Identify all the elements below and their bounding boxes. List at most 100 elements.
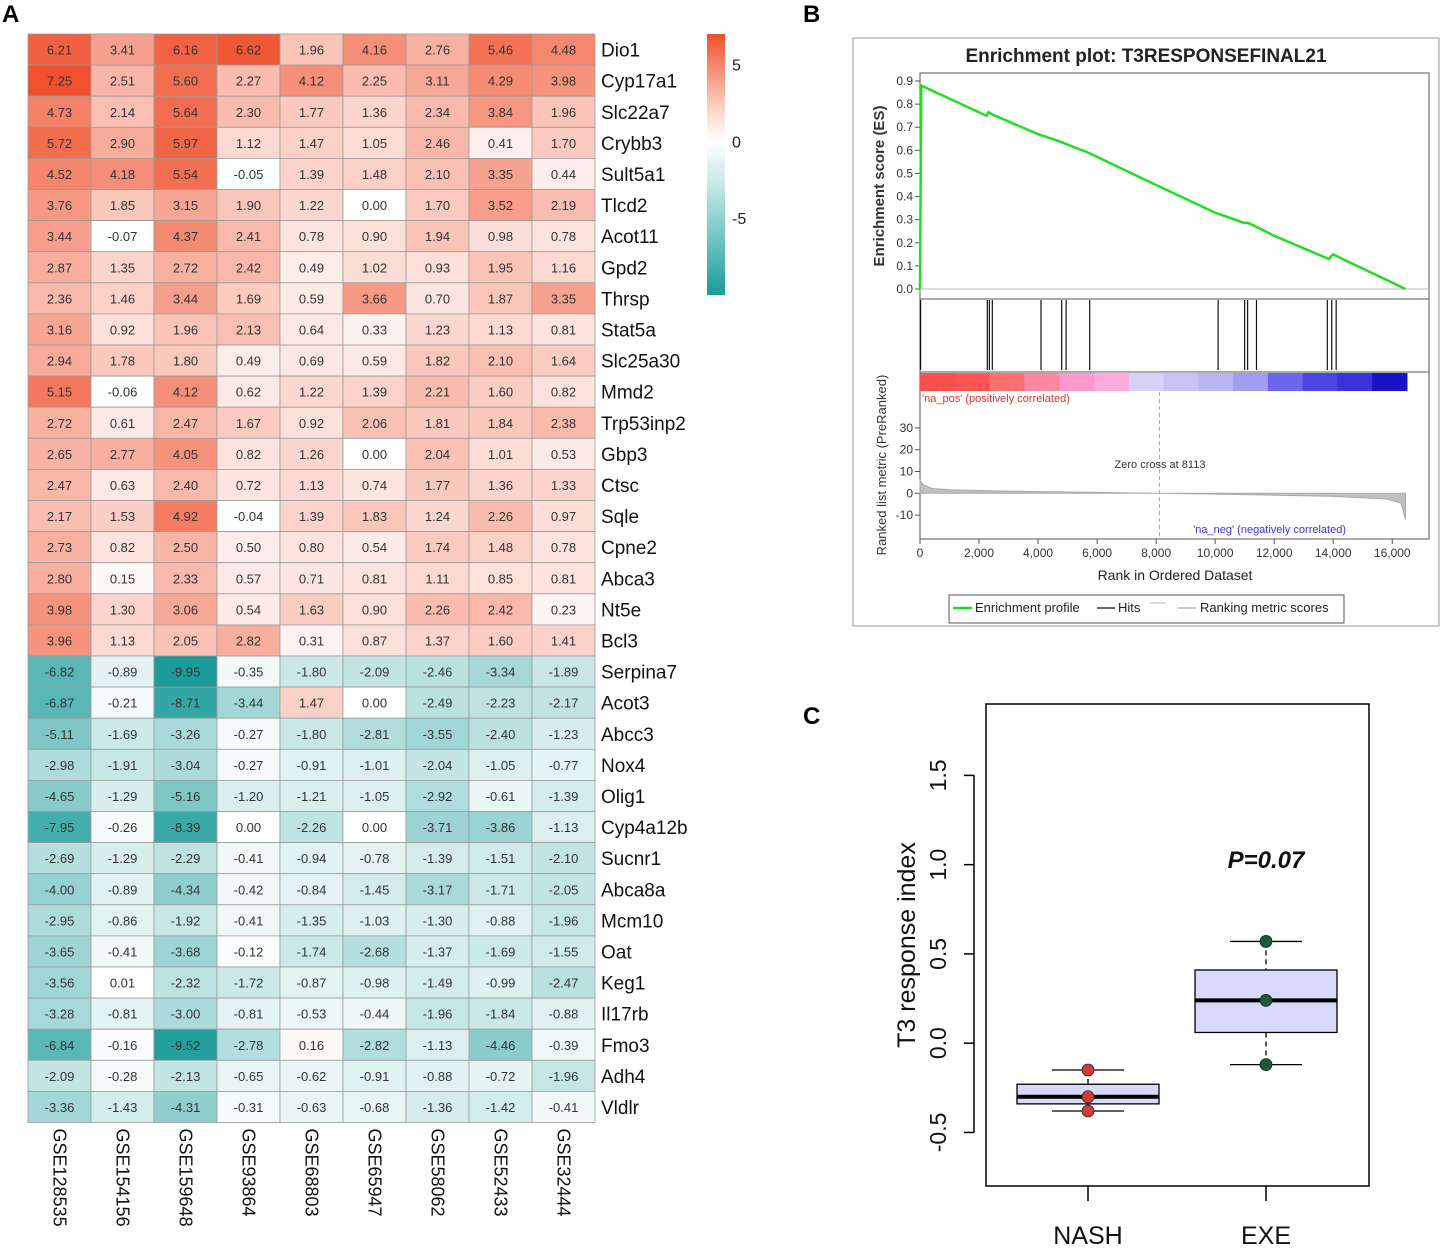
heatmap-cell: [153, 748, 218, 781]
heatmap-cell-value: -2.49: [423, 696, 453, 711]
p-value-annotation: P=0.07: [1228, 847, 1306, 874]
heatmap-cell: [27, 95, 92, 128]
heatmap-cell-value: -1.42: [486, 1100, 516, 1115]
column-label: GSE68803: [302, 1129, 322, 1217]
heatmap-cell-value: -0.78: [360, 851, 390, 866]
heatmap-cell-value: -1.96: [549, 913, 579, 928]
heatmap-cell: [531, 811, 596, 844]
heatmap-cell-value: 0.44: [551, 167, 576, 182]
heatmap-cell-value: -2.09: [360, 665, 390, 680]
heatmap-cell-value: -3.68: [171, 944, 201, 959]
heatmap-cell: [279, 780, 344, 812]
heatmap-cell-value: 0.82: [551, 385, 576, 400]
heatmap-cell: [342, 686, 407, 719]
heatmap-cell: [216, 406, 281, 439]
heatmap-cell: [90, 873, 155, 906]
gsea-x-label: Rank in Ordered Dataset: [1098, 567, 1253, 583]
gsea-legend-box: [948, 594, 1345, 624]
heatmap-cell-value: 1.47: [299, 136, 324, 151]
heatmap-cell: [90, 686, 155, 719]
heatmap-cell-value: 2.10: [488, 354, 513, 369]
heatmap: 6.21 3.41 6.16 6.62 1.96 4.16 2.76 5.46 4.48 7.25…: [27, 33, 746, 1227]
gsea-x-tick-label: 14,000: [1315, 546, 1352, 560]
heatmap-cell: [531, 1091, 596, 1123]
heatmap-cell: [342, 468, 407, 501]
heatmap-cell-value: 2.25: [362, 74, 387, 89]
heatmap-cell-value: 0.98: [488, 229, 513, 244]
heatmap-cell-value: 1.05: [362, 136, 387, 151]
heatmap-cell-value: -1.05: [360, 789, 390, 804]
heatmap-cell: [342, 344, 407, 377]
heatmap-cell-value: 1.41: [551, 633, 576, 648]
band-segment: [954, 373, 991, 391]
heatmap-cell-value: 0.80: [299, 540, 324, 555]
boxplot-y-tick-label: 1.5: [925, 759, 951, 791]
heatmap-cell-value: 1.33: [551, 478, 576, 493]
heatmap-cell-value: 3.11: [425, 74, 449, 89]
heatmap-cell-value: 2.06: [362, 416, 387, 431]
heatmap-cell-value: 1.63: [299, 602, 324, 617]
heatmap-cell-value: 5.64: [173, 105, 198, 120]
heatmap-cell: [27, 655, 92, 688]
heatmap-cell-value: 1.26: [299, 447, 324, 462]
heatmap-cell-value: -0.61: [486, 789, 516, 804]
heatmap-cell-value: 1.53: [110, 509, 135, 524]
heatmap-cell: [27, 780, 92, 812]
heatmap-cell-value: -0.81: [234, 1007, 264, 1022]
heatmap-cell-value: 6.62: [236, 43, 261, 58]
heatmap-cell: [27, 33, 92, 66]
boxplot-y-tick-label: 1.0: [925, 849, 951, 881]
heatmap-cell-value: -1.01: [360, 758, 390, 773]
heatmap-cell-value: -1.43: [108, 1100, 138, 1115]
heatmap-cell: [468, 966, 533, 999]
heatmap-cell: [216, 313, 281, 346]
heatmap-cell-value: -0.81: [108, 1007, 138, 1022]
heatmap-cell-value: 2.26: [425, 602, 450, 617]
heatmap-cell: [279, 437, 344, 470]
heatmap-cell: [90, 655, 155, 688]
gsea-x-tick-label: 10,000: [1197, 546, 1234, 560]
heatmap-cell-value: -3.71: [423, 820, 453, 835]
heatmap-cell-value: 2.30: [236, 105, 261, 120]
heatmap-cell-value: 5.46: [488, 43, 513, 58]
heatmap-cell-value: 2.72: [173, 260, 198, 275]
heatmap-cell-value: -2.78: [234, 1038, 264, 1053]
heatmap-cell: [468, 562, 533, 595]
heatmap-cell-value: -9.52: [171, 1038, 201, 1053]
band-segment: [1372, 373, 1408, 391]
column-label: GSE52433: [491, 1129, 511, 1217]
heatmap-cell: [342, 780, 407, 812]
heatmap-cell: [27, 220, 92, 253]
heatmap-cell: [216, 780, 281, 812]
heatmap-cell: [279, 686, 344, 719]
heatmap-cell-value: 1.46: [110, 291, 135, 306]
heatmap-cell-value: -0.89: [108, 665, 138, 680]
heatmap-cell-value: 4.52: [47, 167, 72, 182]
gene-label: Dio1: [601, 41, 640, 62]
heatmap-cell-value: 2.47: [47, 478, 72, 493]
heatmap-cell: [468, 33, 533, 66]
heatmap-cell-value: 1.90: [236, 198, 261, 213]
heatmap-cell-value: 1.64: [551, 354, 576, 369]
heatmap-cell: [342, 33, 407, 66]
heatmap-cell: [27, 437, 92, 470]
metric-y-tick-label: 30: [900, 421, 914, 435]
heatmap-cell: [216, 1091, 281, 1123]
heatmap-cell: [531, 562, 596, 595]
heatmap-cell: [90, 189, 155, 222]
heatmap-cell: [279, 593, 344, 626]
heatmap-cell-value: 0.57: [236, 571, 261, 586]
heatmap-cell-value: -0.16: [108, 1038, 138, 1053]
heatmap-cell-value: 1.02: [362, 260, 387, 275]
heatmap-cell-value: -0.41: [108, 944, 138, 959]
heatmap-cell: [216, 157, 281, 190]
heatmap-cell-value: -3.26: [171, 727, 201, 742]
heatmap-cell: [90, 624, 155, 657]
heatmap-cell: [342, 1091, 407, 1123]
heatmap-cell-value: -0.39: [549, 1038, 579, 1053]
gsea-x-tick-label: 8,000: [1141, 546, 1171, 560]
heatmap-cell-value: 1.70: [425, 198, 450, 213]
heatmap-cell-value: 2.77: [110, 447, 135, 462]
heatmap-cell: [279, 997, 344, 1030]
heatmap-cell-value: -1.69: [108, 727, 138, 742]
